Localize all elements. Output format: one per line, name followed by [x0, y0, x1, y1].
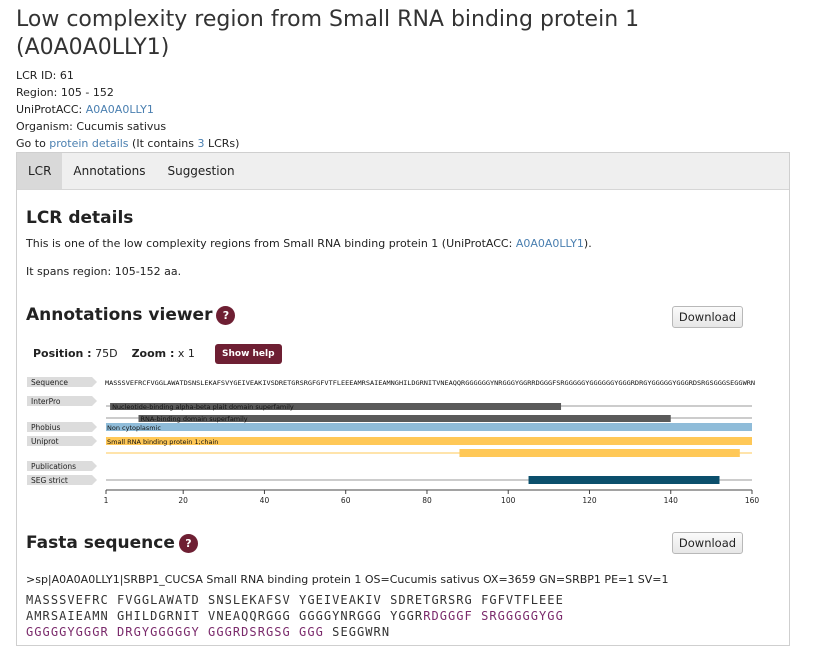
track-label-bg: [27, 436, 97, 446]
axis-tick-label: 80: [422, 496, 432, 505]
fasta-lcr-segment: GGGGGYGGGR DRGYGGGGGY GGGRDSRGSG GGG: [26, 625, 324, 639]
viewer-position-zoom: Position : 75D Zoom : x 1: [33, 347, 195, 360]
region-value: 105 - 152: [60, 86, 114, 99]
track-label-bg: [27, 461, 97, 471]
track-label-bg: [27, 475, 97, 485]
fasta-header: >sp|A0A0A0LLY1|SRBP1_CUCSA Small RNA bin…: [26, 573, 669, 586]
axis-tick-label: 120: [582, 496, 597, 505]
goto-row: Go to protein details (It contains 3 LCR…: [16, 137, 240, 150]
axis-tick-label: 60: [341, 496, 351, 505]
page-title: Low complexity region from Small RNA bin…: [16, 7, 640, 60]
lcr-panel: LCR Annotations Suggestion LCR details T…: [16, 152, 790, 646]
interpro-feature-bar: [138, 415, 671, 422]
axis-tick-label: 160: [745, 496, 760, 505]
seg-feature-bar: [528, 476, 720, 484]
zoom-value: x 1: [177, 347, 195, 360]
track-label: Publications: [31, 462, 76, 471]
region-row: Region: 105 - 152: [16, 86, 114, 99]
organism-row: Organism: Cucumis sativus: [16, 120, 167, 133]
track-label-bg: [27, 377, 97, 387]
lcr-details-text: This is one of the low complexity region…: [26, 237, 592, 250]
fasta-lcr-segment: RDGGGF SRGGGGGYGG: [423, 609, 564, 623]
tab-annotations[interactable]: Annotations: [73, 164, 146, 178]
track-label: InterPro: [31, 397, 61, 406]
axis-tick-label: 140: [664, 496, 679, 505]
organism-value: Cucumis sativus: [76, 120, 167, 133]
show-help-button[interactable]: Show help: [215, 344, 282, 364]
lcr-details-heading: LCR details: [26, 208, 134, 228]
position-value: 75D: [95, 347, 118, 360]
annotations-viewer-heading: Annotations viewer?: [26, 305, 236, 325]
tab-suggestion[interactable]: Suggestion: [167, 164, 235, 178]
lcr-count-link[interactable]: 3: [197, 137, 205, 150]
phobius-feature-bar: [106, 423, 752, 431]
tab-lcr[interactable]: LCR: [17, 153, 63, 189]
lcr-id-value: 61: [59, 69, 74, 82]
lcr-id-row: LCR ID: 61: [16, 69, 74, 82]
tab-bar: LCR Annotations Suggestion: [17, 153, 789, 190]
fasta-heading: Fasta sequence?: [26, 533, 198, 553]
sequence-track-text: MASSSVEFRCFVGGLAWATDSNSLEKAFSVYGEIVEAKIV…: [105, 380, 755, 387]
fasta-line-3: GGGGGYGGGR DRGYGGGGGY GGGRDSRGSG GGG SEG…: [26, 625, 391, 639]
uniprot-feature-label: Small RNA binding protein 1;chain: [107, 438, 218, 446]
track-label-bg: [27, 422, 97, 432]
interpro-feature-label: RNA-binding domain superfamily: [141, 415, 248, 423]
fasta-help-question-icon[interactable]: ?: [178, 533, 198, 553]
uniprot-link[interactable]: A0A0A0LLY1: [85, 103, 154, 116]
lcr-metadata: LCR ID: 61 Region: 105 - 152 UniProtACC:…: [16, 67, 239, 152]
track-label: SEG strict: [31, 476, 68, 485]
axis-tick-label: 40: [260, 496, 270, 505]
fasta-sequence: MASSSVEFRC FVGGLAWATD SNSLEKAFSV YGEIVEA…: [26, 592, 564, 640]
axis-tick-label: 20: [178, 496, 188, 505]
track-label-bg: [27, 396, 97, 406]
lcr-span-text: It spans region: 105-152 aa.: [26, 265, 182, 278]
interpro-feature-bar: [110, 403, 562, 410]
phobius-feature-label: Non cytoplasmic: [107, 424, 161, 432]
axis-tick-label: 100: [501, 496, 516, 505]
uniprot-feature-bar: [106, 437, 752, 445]
track-label: Uniprot: [31, 437, 59, 446]
track-label: Sequence: [31, 378, 68, 387]
interpro-feature-label: Nucleotide-binding alpha-beta plait doma…: [112, 403, 294, 411]
fasta-download-button[interactable]: Download: [672, 532, 743, 554]
uniprot-feature-bar: [459, 449, 740, 457]
protein-details-link[interactable]: protein details: [49, 137, 129, 150]
annotations-download-button[interactable]: Download: [672, 306, 743, 328]
fasta-line-2: AMRSAIEAMN GHILDGRNIT VNEAQQRGGG GGGGYNR…: [26, 609, 564, 623]
lcr-uniprot-link[interactable]: A0A0A0LLY1: [515, 237, 584, 250]
axis-tick-label: 1: [104, 496, 109, 505]
track-label: Phobius: [31, 423, 60, 432]
feature-viewer[interactable]: Sequence MASSSVEFRCFVGGLAWATDSNSLEKAFSVYG…: [17, 153, 791, 647]
help-question-icon[interactable]: ?: [216, 305, 236, 325]
fasta-line-1: MASSSVEFRC FVGGLAWATD SNSLEKAFSV YGEIVEA…: [26, 593, 564, 607]
uniprot-row: UniProtACC: A0A0A0LLY1: [16, 103, 154, 116]
